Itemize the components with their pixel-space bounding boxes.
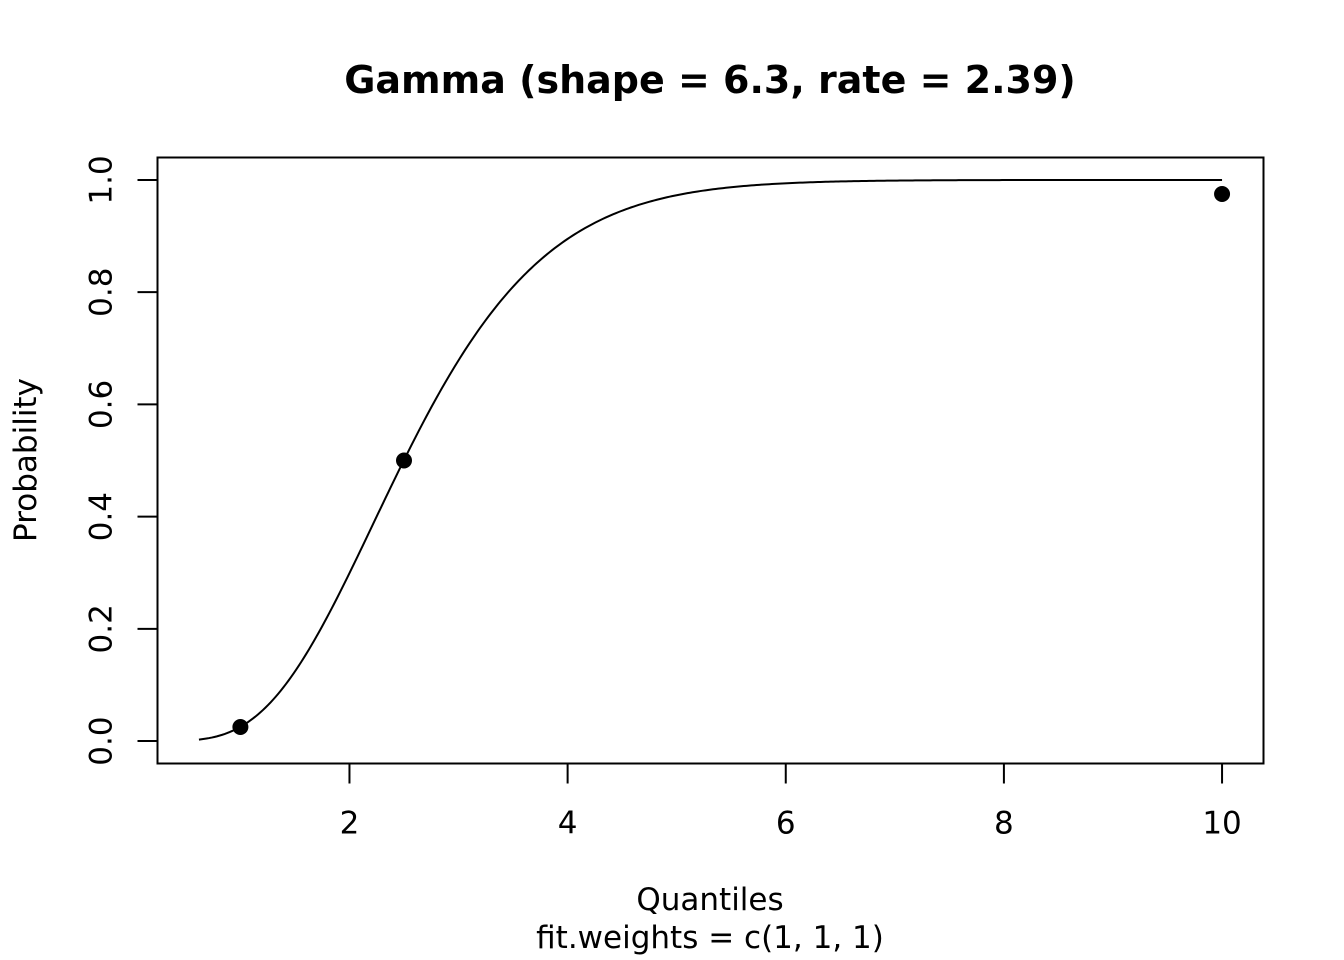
data-point [232,719,249,736]
x-axis-label: Quantiles [636,882,783,918]
x-tick-label: 2 [340,806,360,842]
y-axis-label: Probability [8,378,44,542]
data-point [396,452,413,469]
y-axis: 0.0 0.2 0.4 0.6 0.8 1.0 [84,155,159,766]
x-tick-label: 10 [1202,806,1241,842]
x-tick-label: 6 [776,806,796,842]
y-tick-label: 0.6 [84,380,120,429]
y-tick-label: 1.0 [84,155,120,204]
x-axis: 2 4 6 8 10 [340,762,1242,842]
y-tick-label: 0.0 [84,716,120,765]
plot-frame [156,156,1265,765]
x-tick-label: 8 [994,806,1014,842]
cdf-curve [198,178,1223,741]
y-tick-label: 0.2 [84,604,120,653]
y-tick-label: 0.8 [84,268,120,317]
data-point [1214,185,1231,202]
chart-title: Gamma (shape = 6.3, rate = 2.39) [344,58,1076,102]
y-tick-label: 0.4 [84,492,120,541]
data-points [232,185,1231,736]
x-tick-label: 4 [558,806,578,842]
x-axis-subtitle: fit.weights = c(1, 1, 1) [536,920,884,956]
